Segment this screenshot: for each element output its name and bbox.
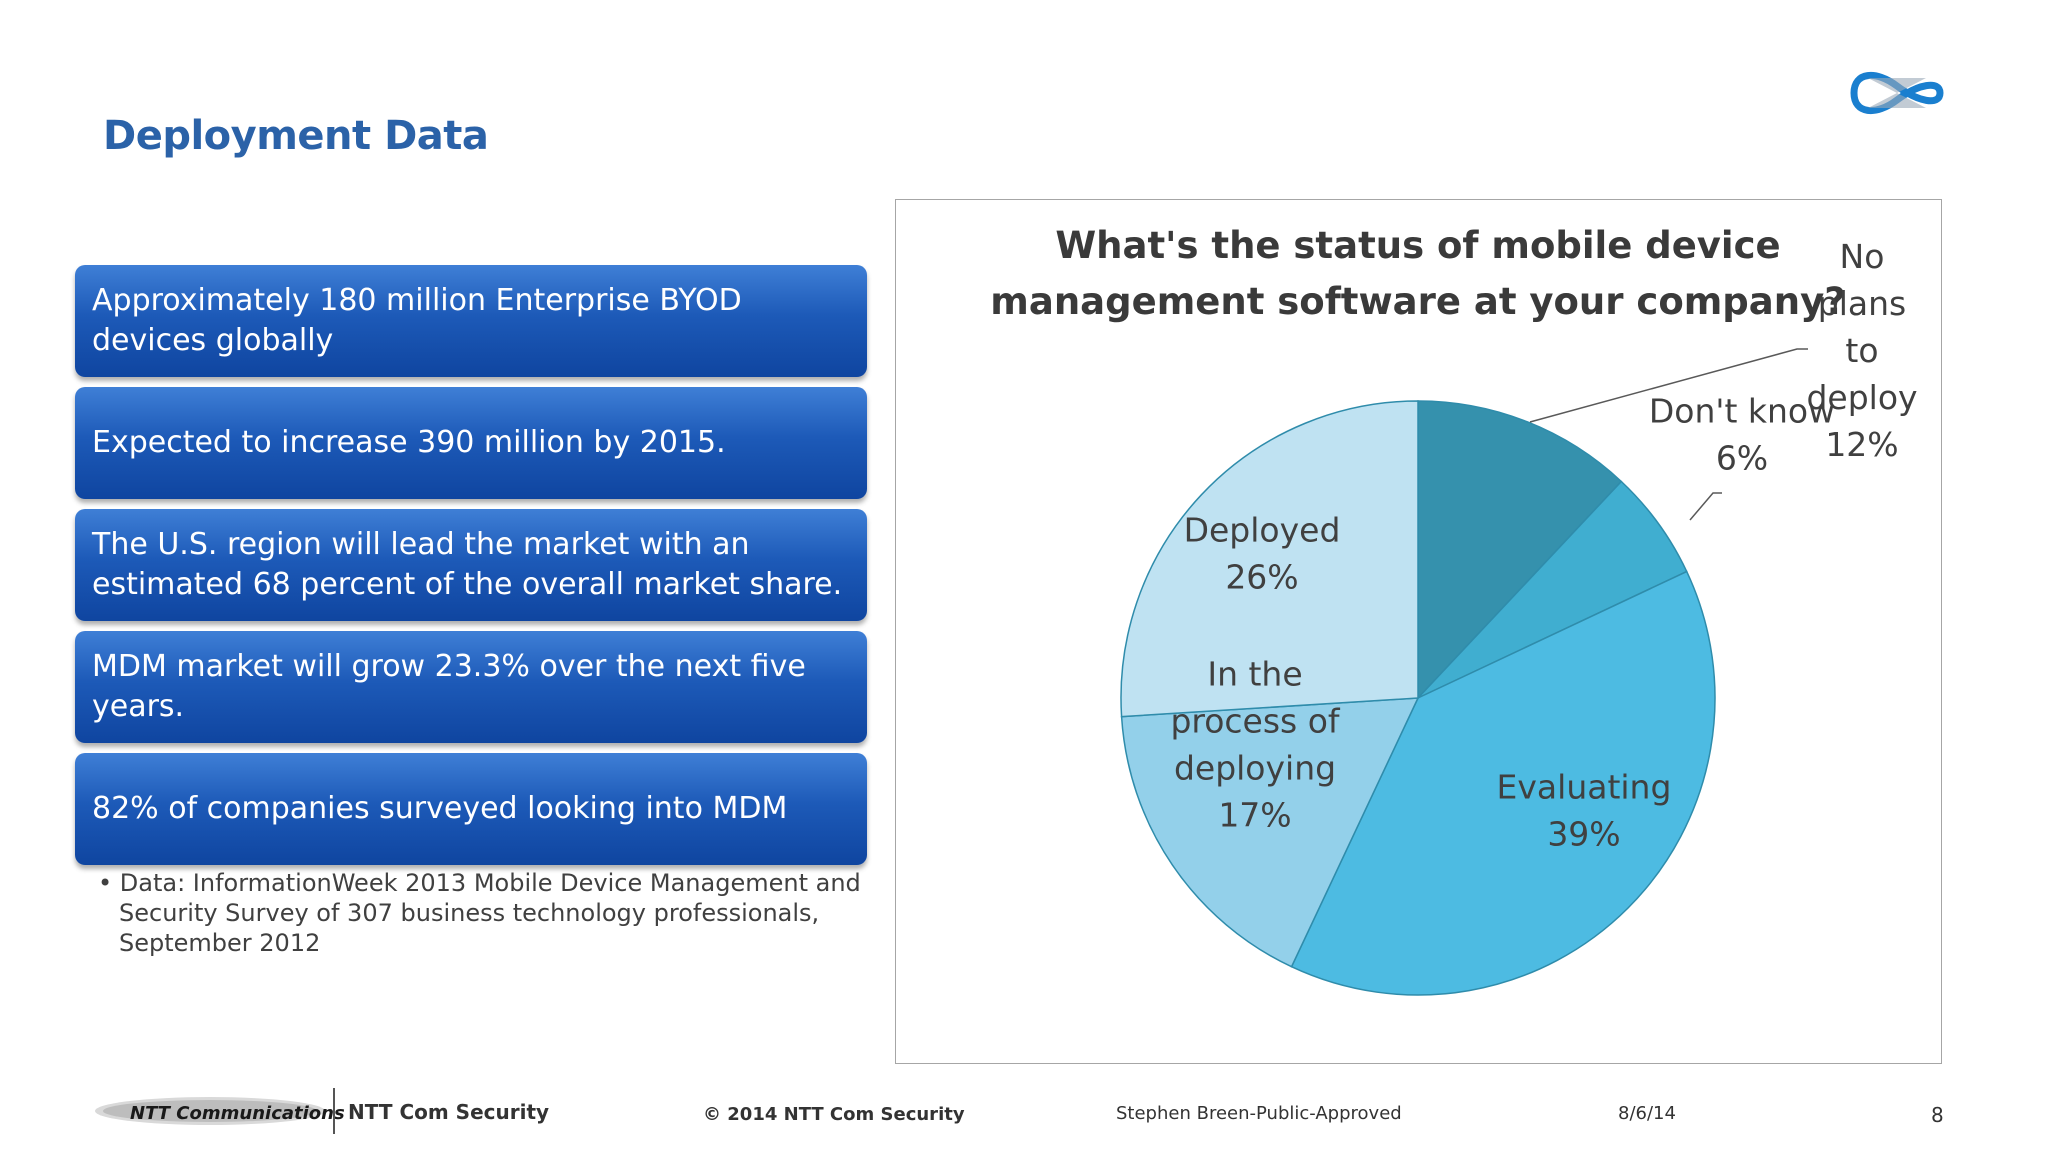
footer-date: 8/6/14 [1618,1103,1676,1124]
key-point-box: The U.S. region will lead the market wit… [75,509,867,621]
slide-title: Deployment Data [103,113,489,159]
page-number: 8 [1931,1103,1944,1127]
key-point-text: The U.S. region will lead the market wit… [92,527,843,602]
footer-copyright: © 2014 NTT Com Security [703,1104,965,1125]
source-note: • Data: InformationWeek 2013 Mobile Devi… [98,869,861,957]
key-point-box: Expected to increase 390 million by 2015… [75,387,867,499]
ntt-logo-icon [1850,71,1944,115]
ntt-communications-logo-icon: NTT Communications [95,1097,345,1125]
footer-brand: NTT Com Security [348,1100,549,1124]
key-point-text: 82% of companies surveyed looking into M… [92,791,788,826]
chart-frame [895,199,1942,1064]
key-point-text: Approximately 180 million Enterprise BYO… [92,283,742,358]
key-point-text: MDM market will grow 23.3% over the next… [92,649,806,724]
key-point-box: Approximately 180 million Enterprise BYO… [75,265,867,377]
key-point-box: 82% of companies surveyed looking into M… [75,753,867,865]
key-point-text: Expected to increase 390 million by 2015… [92,425,726,460]
svg-text:NTT Communications: NTT Communications [130,1103,345,1124]
footer-classification: Stephen Breen-Public-Approved [1116,1103,1402,1124]
key-point-box: MDM market will grow 23.3% over the next… [75,631,867,743]
